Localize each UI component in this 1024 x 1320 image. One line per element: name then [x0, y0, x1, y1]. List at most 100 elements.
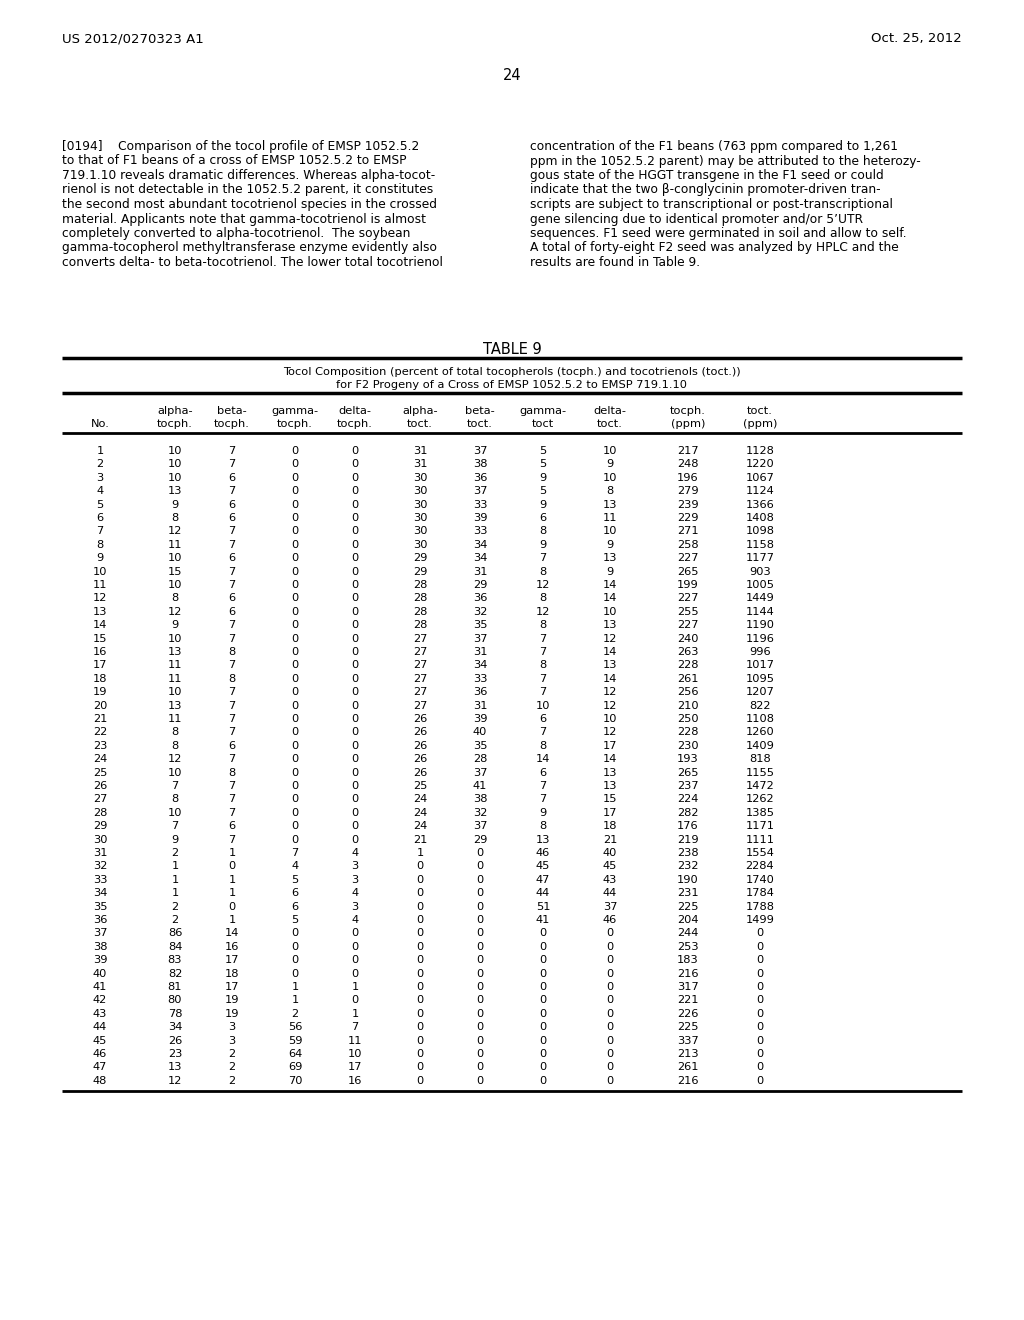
Text: 17: 17: [603, 741, 617, 751]
Text: 24: 24: [413, 821, 427, 832]
Text: 30: 30: [413, 527, 427, 536]
Text: 23: 23: [93, 741, 108, 751]
Text: 0: 0: [417, 995, 424, 1006]
Text: 2: 2: [171, 847, 178, 858]
Text: 33: 33: [93, 875, 108, 884]
Text: 35: 35: [473, 620, 487, 630]
Text: 14: 14: [603, 647, 617, 657]
Text: 18: 18: [93, 673, 108, 684]
Text: 7: 7: [540, 688, 547, 697]
Text: 0: 0: [476, 995, 483, 1006]
Text: 1111: 1111: [745, 834, 774, 845]
Text: 27: 27: [413, 660, 427, 671]
Text: 337: 337: [677, 1036, 698, 1045]
Text: 0: 0: [292, 781, 299, 791]
Text: 7: 7: [540, 634, 547, 644]
Text: material. Applicants note that gamma-tocotrienol is almost: material. Applicants note that gamma-toc…: [62, 213, 426, 226]
Text: 83: 83: [168, 956, 182, 965]
Text: 2: 2: [228, 1063, 236, 1072]
Text: 5: 5: [540, 446, 547, 455]
Text: 0: 0: [417, 941, 424, 952]
Text: 216: 216: [677, 969, 698, 978]
Text: 7: 7: [171, 781, 178, 791]
Text: 1128: 1128: [745, 446, 774, 455]
Text: 224: 224: [677, 795, 698, 804]
Text: 0: 0: [292, 473, 299, 483]
Text: 0: 0: [351, 499, 358, 510]
Text: 10: 10: [603, 446, 617, 455]
Text: 0: 0: [417, 928, 424, 939]
Text: 10: 10: [93, 566, 108, 577]
Text: to that of F1 beans of a cross of EMSP 1052.5.2 to EMSP: to that of F1 beans of a cross of EMSP 1…: [62, 154, 407, 168]
Text: TABLE 9: TABLE 9: [482, 342, 542, 356]
Text: 263: 263: [677, 647, 698, 657]
Text: 20: 20: [93, 701, 108, 710]
Text: 0: 0: [292, 688, 299, 697]
Text: 253: 253: [677, 941, 698, 952]
Text: 282: 282: [677, 808, 698, 818]
Text: 7: 7: [228, 620, 236, 630]
Text: 0: 0: [351, 741, 358, 751]
Text: 8: 8: [540, 594, 547, 603]
Text: 40: 40: [473, 727, 487, 738]
Text: 0: 0: [292, 634, 299, 644]
Text: 0: 0: [606, 956, 613, 965]
Text: 37: 37: [473, 821, 487, 832]
Text: 0: 0: [351, 594, 358, 603]
Text: 1499: 1499: [745, 915, 774, 925]
Text: 27: 27: [413, 634, 427, 644]
Text: 1171: 1171: [745, 821, 774, 832]
Text: 0: 0: [351, 781, 358, 791]
Text: 225: 225: [677, 902, 698, 912]
Text: delta-: delta-: [339, 407, 372, 416]
Text: 13: 13: [603, 660, 617, 671]
Text: 42: 42: [93, 995, 108, 1006]
Text: 221: 221: [677, 995, 698, 1006]
Text: 1408: 1408: [745, 513, 774, 523]
Text: 1095: 1095: [745, 673, 774, 684]
Text: 82: 82: [168, 969, 182, 978]
Text: 0: 0: [292, 727, 299, 738]
Text: 12: 12: [603, 701, 617, 710]
Text: beta-: beta-: [465, 407, 495, 416]
Text: 47: 47: [93, 1063, 108, 1072]
Text: 238: 238: [677, 847, 698, 858]
Text: 0: 0: [351, 808, 358, 818]
Text: 43: 43: [603, 875, 617, 884]
Text: 56: 56: [288, 1022, 302, 1032]
Text: 818: 818: [750, 754, 771, 764]
Text: 9: 9: [540, 473, 547, 483]
Text: 40: 40: [93, 969, 108, 978]
Text: Tocol Composition (percent of total tocopherols (tocph.) and tocotrienols (toct.: Tocol Composition (percent of total toco…: [284, 367, 740, 378]
Text: 7: 7: [228, 566, 236, 577]
Text: 0: 0: [476, 982, 483, 993]
Text: 261: 261: [677, 1063, 698, 1072]
Text: 34: 34: [473, 660, 487, 671]
Text: 10: 10: [168, 579, 182, 590]
Text: 28: 28: [413, 594, 427, 603]
Text: 9: 9: [540, 499, 547, 510]
Text: 8: 8: [228, 673, 236, 684]
Text: 26: 26: [413, 754, 427, 764]
Text: 0: 0: [351, 647, 358, 657]
Text: 0: 0: [540, 1049, 547, 1059]
Text: toct: toct: [531, 418, 554, 429]
Text: 0: 0: [292, 808, 299, 818]
Text: 4: 4: [351, 847, 358, 858]
Text: 0: 0: [351, 579, 358, 590]
Text: 2284: 2284: [745, 862, 774, 871]
Text: 1554: 1554: [745, 847, 774, 858]
Text: 0: 0: [476, 941, 483, 952]
Text: 10: 10: [168, 473, 182, 483]
Text: 204: 204: [677, 915, 698, 925]
Text: 719.1.10 reveals dramatic differences. Whereas alpha-tocot-: 719.1.10 reveals dramatic differences. W…: [62, 169, 435, 182]
Text: 0: 0: [351, 834, 358, 845]
Text: 239: 239: [677, 499, 698, 510]
Text: 0: 0: [540, 1076, 547, 1086]
Text: 7: 7: [540, 781, 547, 791]
Text: 0: 0: [757, 1036, 764, 1045]
Text: 0: 0: [292, 928, 299, 939]
Text: toct.: toct.: [748, 407, 773, 416]
Text: 35: 35: [473, 741, 487, 751]
Text: 0: 0: [606, 928, 613, 939]
